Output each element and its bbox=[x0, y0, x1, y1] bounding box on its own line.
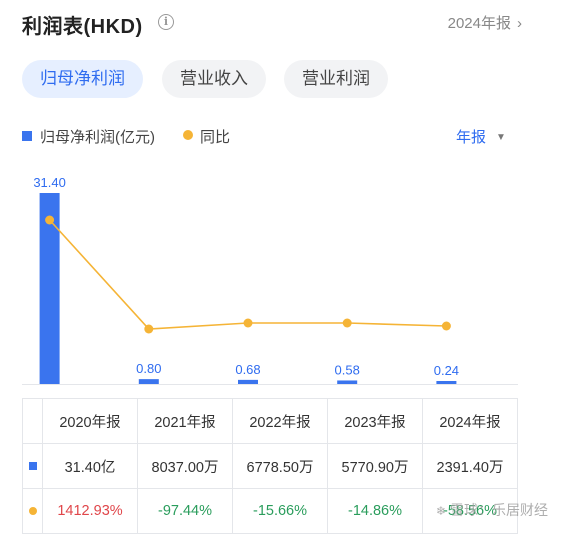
page-title: 利润表(HKD) bbox=[22, 16, 143, 38]
bar-data-label: 0.80 bbox=[136, 361, 161, 376]
table-header-cell bbox=[22, 398, 43, 444]
chart-bar[interactable] bbox=[39, 193, 60, 384]
table-header-cell: 2020年报 bbox=[42, 398, 138, 444]
report-year-link[interactable]: 2024年报 › bbox=[448, 12, 522, 33]
table-cell: -15.66% bbox=[232, 488, 328, 534]
legend-line-label: 同比 bbox=[200, 129, 231, 146]
profit-chart: 31.40 0.80 0.68 0.58 0.24 bbox=[22, 175, 518, 385]
watermark-text: 雪球：乐居财经 bbox=[450, 502, 548, 518]
bar-data-label: 31.40 bbox=[33, 175, 66, 190]
table-header-cell: 2022年报 bbox=[232, 398, 328, 444]
chart-bar[interactable] bbox=[238, 379, 258, 384]
bar-square-icon bbox=[28, 462, 37, 470]
table-cell: -58.56% bbox=[422, 488, 518, 534]
table-cell: -97.44% bbox=[137, 488, 233, 534]
yoy-point[interactable] bbox=[144, 324, 154, 334]
row-key-cell bbox=[22, 443, 43, 489]
bar-data-label: 0.24 bbox=[434, 363, 459, 378]
tab-revenue[interactable]: 营业收入 bbox=[162, 60, 266, 98]
row-key-cell bbox=[22, 488, 43, 534]
table-cell: 5770.90万 bbox=[327, 443, 423, 489]
chevron-right-icon: › bbox=[517, 15, 522, 32]
legend-bar-swatch bbox=[22, 131, 32, 141]
line-dot-icon bbox=[28, 507, 37, 515]
table-header-cell: 2023年报 bbox=[327, 398, 423, 444]
table-cell: 31.40亿 bbox=[42, 443, 138, 489]
table-header-cell: 2021年报 bbox=[137, 398, 233, 444]
period-select[interactable]: 年报 ▼ bbox=[456, 126, 506, 147]
table-cell: 6778.50万 bbox=[232, 443, 328, 489]
yoy-point[interactable] bbox=[441, 321, 451, 331]
tab-net-profit[interactable]: 归母净利润 bbox=[22, 60, 143, 98]
yoy-point[interactable] bbox=[45, 215, 55, 225]
chart-bar[interactable] bbox=[337, 380, 358, 384]
yoy-point[interactable] bbox=[243, 318, 253, 328]
tab-operating-profit[interactable]: 营业利润 bbox=[284, 60, 388, 98]
table-cell: -14.86% bbox=[327, 488, 423, 534]
data-table: 2020年报 2021年报 2022年报 2023年报 2024年报 31.40… bbox=[22, 398, 518, 534]
table-cell: 8037.00万 bbox=[137, 443, 233, 489]
report-year-label: 2024年报 bbox=[447, 15, 511, 32]
chart-bar[interactable] bbox=[138, 379, 159, 384]
period-select-value: 年报 bbox=[456, 129, 487, 146]
legend-bar-label: 归母净利润(亿元) bbox=[40, 129, 155, 146]
table-header-row: 2020年报 2021年报 2022年报 2023年报 2024年报 bbox=[22, 398, 518, 444]
bar-data-label: 0.58 bbox=[335, 362, 360, 377]
watermark: ❄ 雪球：乐居财经 bbox=[436, 500, 548, 520]
triangle-down-icon: ▼ bbox=[496, 132, 506, 143]
table-row-yoy: 1412.93% -97.44% -15.66% -14.86% -58.56% bbox=[22, 488, 518, 534]
snowball-icon: ❄ bbox=[435, 504, 446, 518]
yoy-line bbox=[49, 219, 447, 330]
bar-data-label: 0.68 bbox=[235, 362, 260, 377]
table-cell: 1412.93% bbox=[42, 488, 138, 534]
legend-line-swatch bbox=[183, 130, 193, 140]
table-row-profit: 31.40亿 8037.00万 6778.50万 5770.90万 2391.4… bbox=[22, 443, 518, 489]
table-header-cell: 2024年报 bbox=[422, 398, 518, 444]
yoy-point[interactable] bbox=[342, 318, 352, 328]
info-icon[interactable]: i bbox=[158, 14, 174, 30]
header: 利润表(HKD) i 2024年报 › bbox=[22, 10, 522, 38]
table-cell: 2391.40万 bbox=[422, 443, 518, 489]
chart-bar[interactable] bbox=[436, 381, 457, 384]
